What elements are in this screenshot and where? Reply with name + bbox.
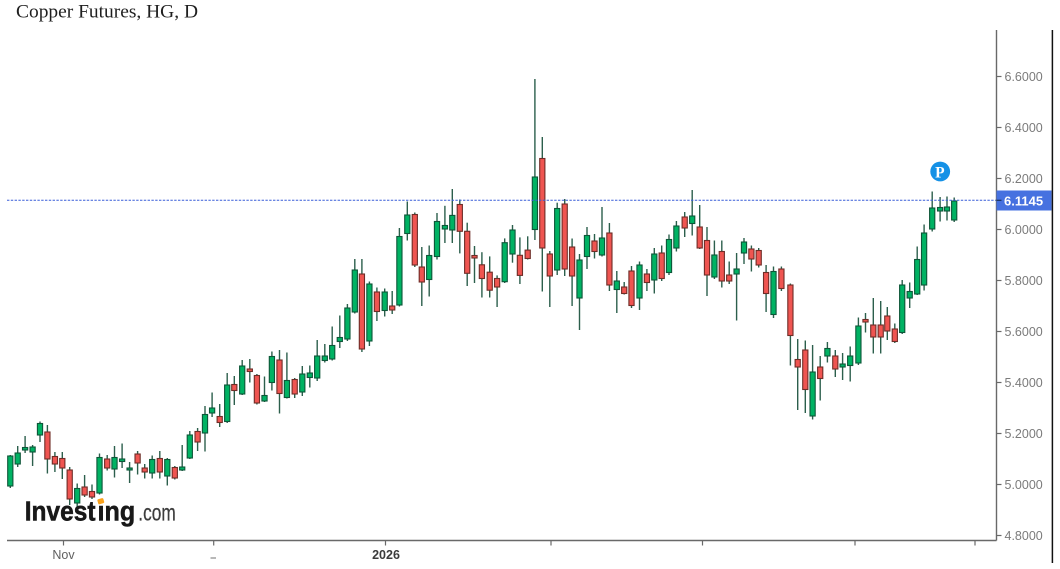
svg-text:Nov: Nov xyxy=(52,548,75,562)
svg-text:5.8000: 5.8000 xyxy=(1005,274,1043,288)
svg-text:Invest: Invest xyxy=(25,496,96,527)
svg-text:P: P xyxy=(935,164,945,181)
svg-text:6.0000: 6.0000 xyxy=(1005,223,1043,237)
svg-text:ıng: ıng xyxy=(98,496,136,527)
svg-text:6.6000: 6.6000 xyxy=(1005,70,1043,84)
svg-text:6.4000: 6.4000 xyxy=(1005,121,1043,135)
svg-text:5.0000: 5.0000 xyxy=(1005,478,1043,492)
svg-text:4.8000: 4.8000 xyxy=(1005,529,1043,543)
svg-text:5.6000: 5.6000 xyxy=(1005,325,1043,339)
svg-text:5.2000: 5.2000 xyxy=(1005,427,1043,441)
svg-text:6.2000: 6.2000 xyxy=(1005,172,1043,186)
svg-text:Copper Futures, HG, D: Copper Futures, HG, D xyxy=(16,2,198,23)
svg-text:5.4000: 5.4000 xyxy=(1005,376,1043,390)
svg-text:.com: .com xyxy=(138,500,175,526)
svg-text:6.1145: 6.1145 xyxy=(1004,194,1043,209)
svg-text:2026: 2026 xyxy=(372,548,400,562)
